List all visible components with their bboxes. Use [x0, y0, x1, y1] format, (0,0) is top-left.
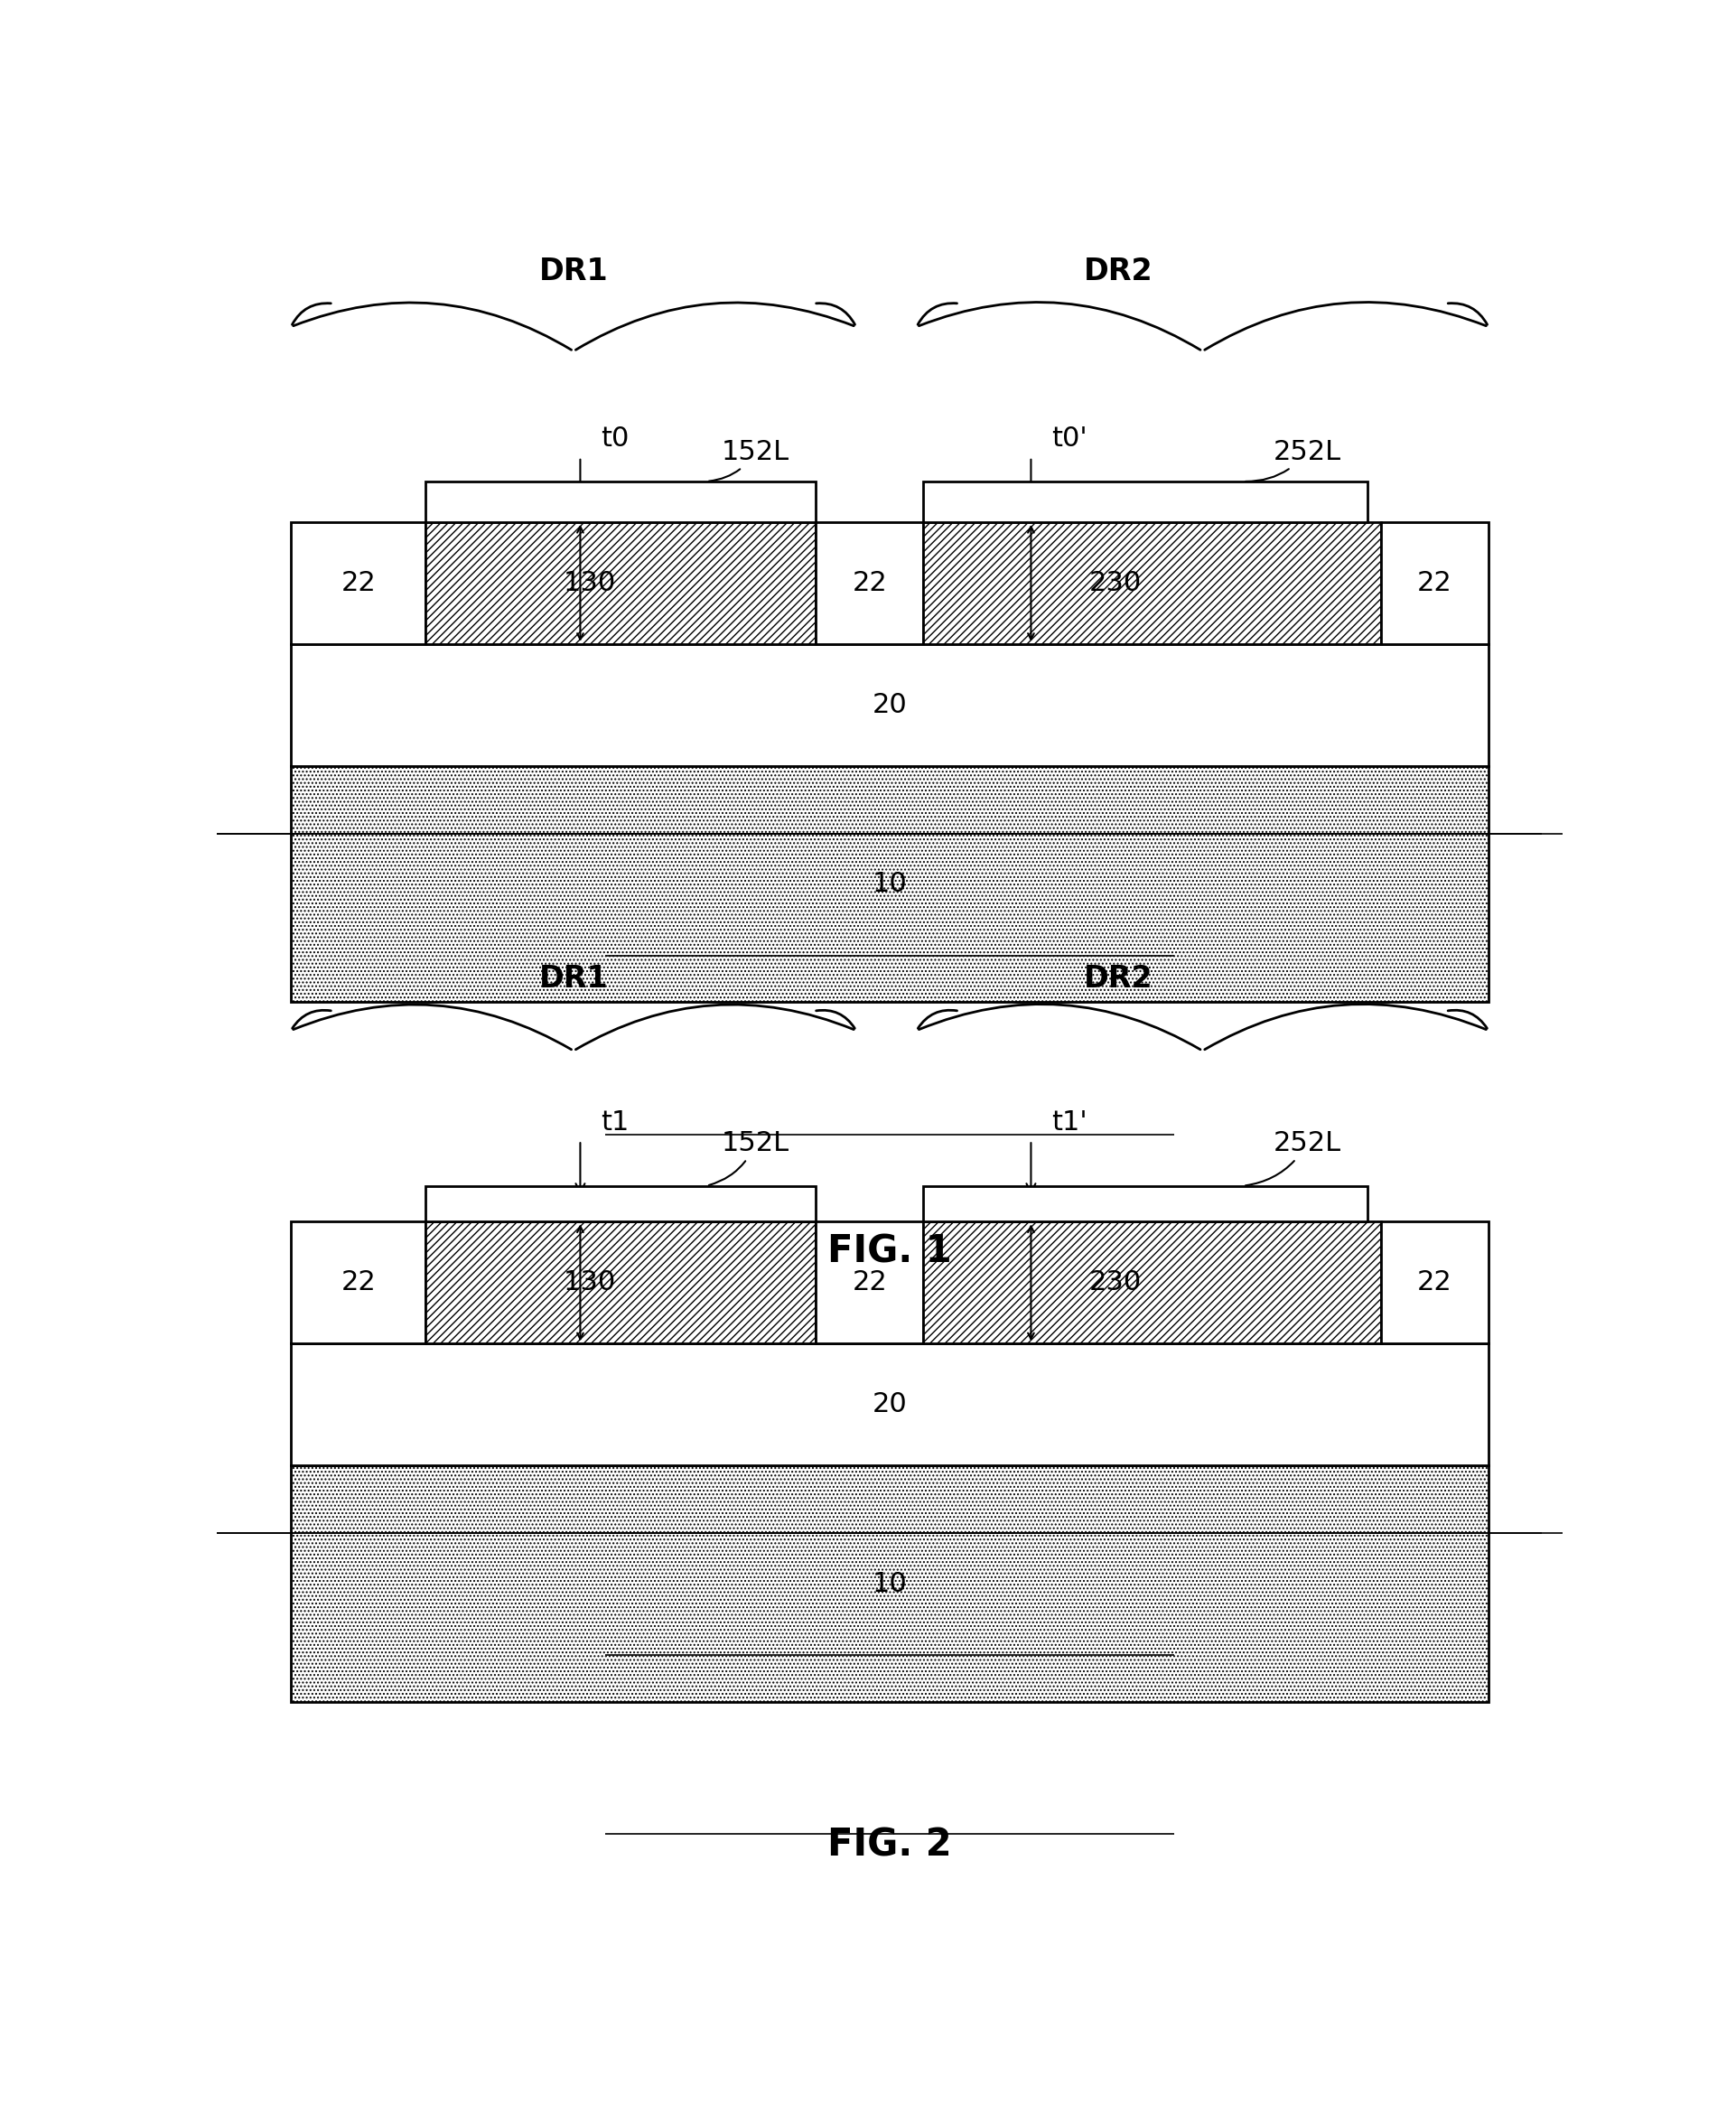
Bar	[292, 767, 1488, 1002]
Text: 152L: 152L	[708, 440, 790, 482]
Bar	[924, 1185, 1368, 1221]
Bar	[816, 1221, 924, 1344]
Text: 22: 22	[340, 1270, 375, 1295]
Bar	[292, 644, 1488, 767]
Text: 230: 230	[1088, 1270, 1142, 1295]
Bar	[1380, 522, 1488, 644]
Text: DR2: DR2	[1083, 964, 1153, 993]
Text: FIG. 2: FIG. 2	[828, 1826, 951, 1864]
Text: 10: 10	[871, 1570, 908, 1597]
Bar	[924, 482, 1368, 522]
Text: FIG. 1: FIG. 1	[828, 1232, 951, 1270]
Bar	[292, 1466, 1488, 1701]
Text: t1: t1	[601, 1109, 628, 1135]
Text: 230: 230	[1088, 571, 1142, 596]
Bar	[292, 1221, 425, 1344]
Text: DR1: DR1	[538, 964, 608, 993]
Text: DR1: DR1	[538, 256, 608, 285]
Text: t0': t0'	[1052, 427, 1087, 452]
Text: 252L: 252L	[1245, 440, 1340, 482]
Text: 20: 20	[871, 691, 908, 718]
Bar	[425, 482, 816, 522]
Text: 152L: 152L	[708, 1130, 790, 1185]
Bar	[425, 1185, 816, 1221]
Text: t1': t1'	[1052, 1109, 1087, 1135]
Text: 10: 10	[871, 871, 908, 898]
Text: t0: t0	[601, 427, 628, 452]
Bar	[425, 1221, 816, 1344]
Bar	[1380, 1221, 1488, 1344]
Text: 252L: 252L	[1245, 1130, 1340, 1185]
Bar	[816, 522, 924, 644]
Text: 20: 20	[871, 1392, 908, 1418]
Text: 130: 130	[562, 1270, 616, 1295]
Text: 22: 22	[852, 1270, 887, 1295]
Text: 22: 22	[1417, 571, 1451, 596]
Text: DR2: DR2	[1083, 256, 1153, 285]
Bar	[292, 522, 425, 644]
Bar	[425, 522, 816, 644]
Text: 22: 22	[852, 571, 887, 596]
Bar	[924, 1221, 1380, 1344]
Bar	[924, 522, 1380, 644]
Bar	[292, 1344, 1488, 1466]
Text: 22: 22	[340, 571, 375, 596]
Text: 130: 130	[562, 571, 616, 596]
Text: 22: 22	[1417, 1270, 1451, 1295]
